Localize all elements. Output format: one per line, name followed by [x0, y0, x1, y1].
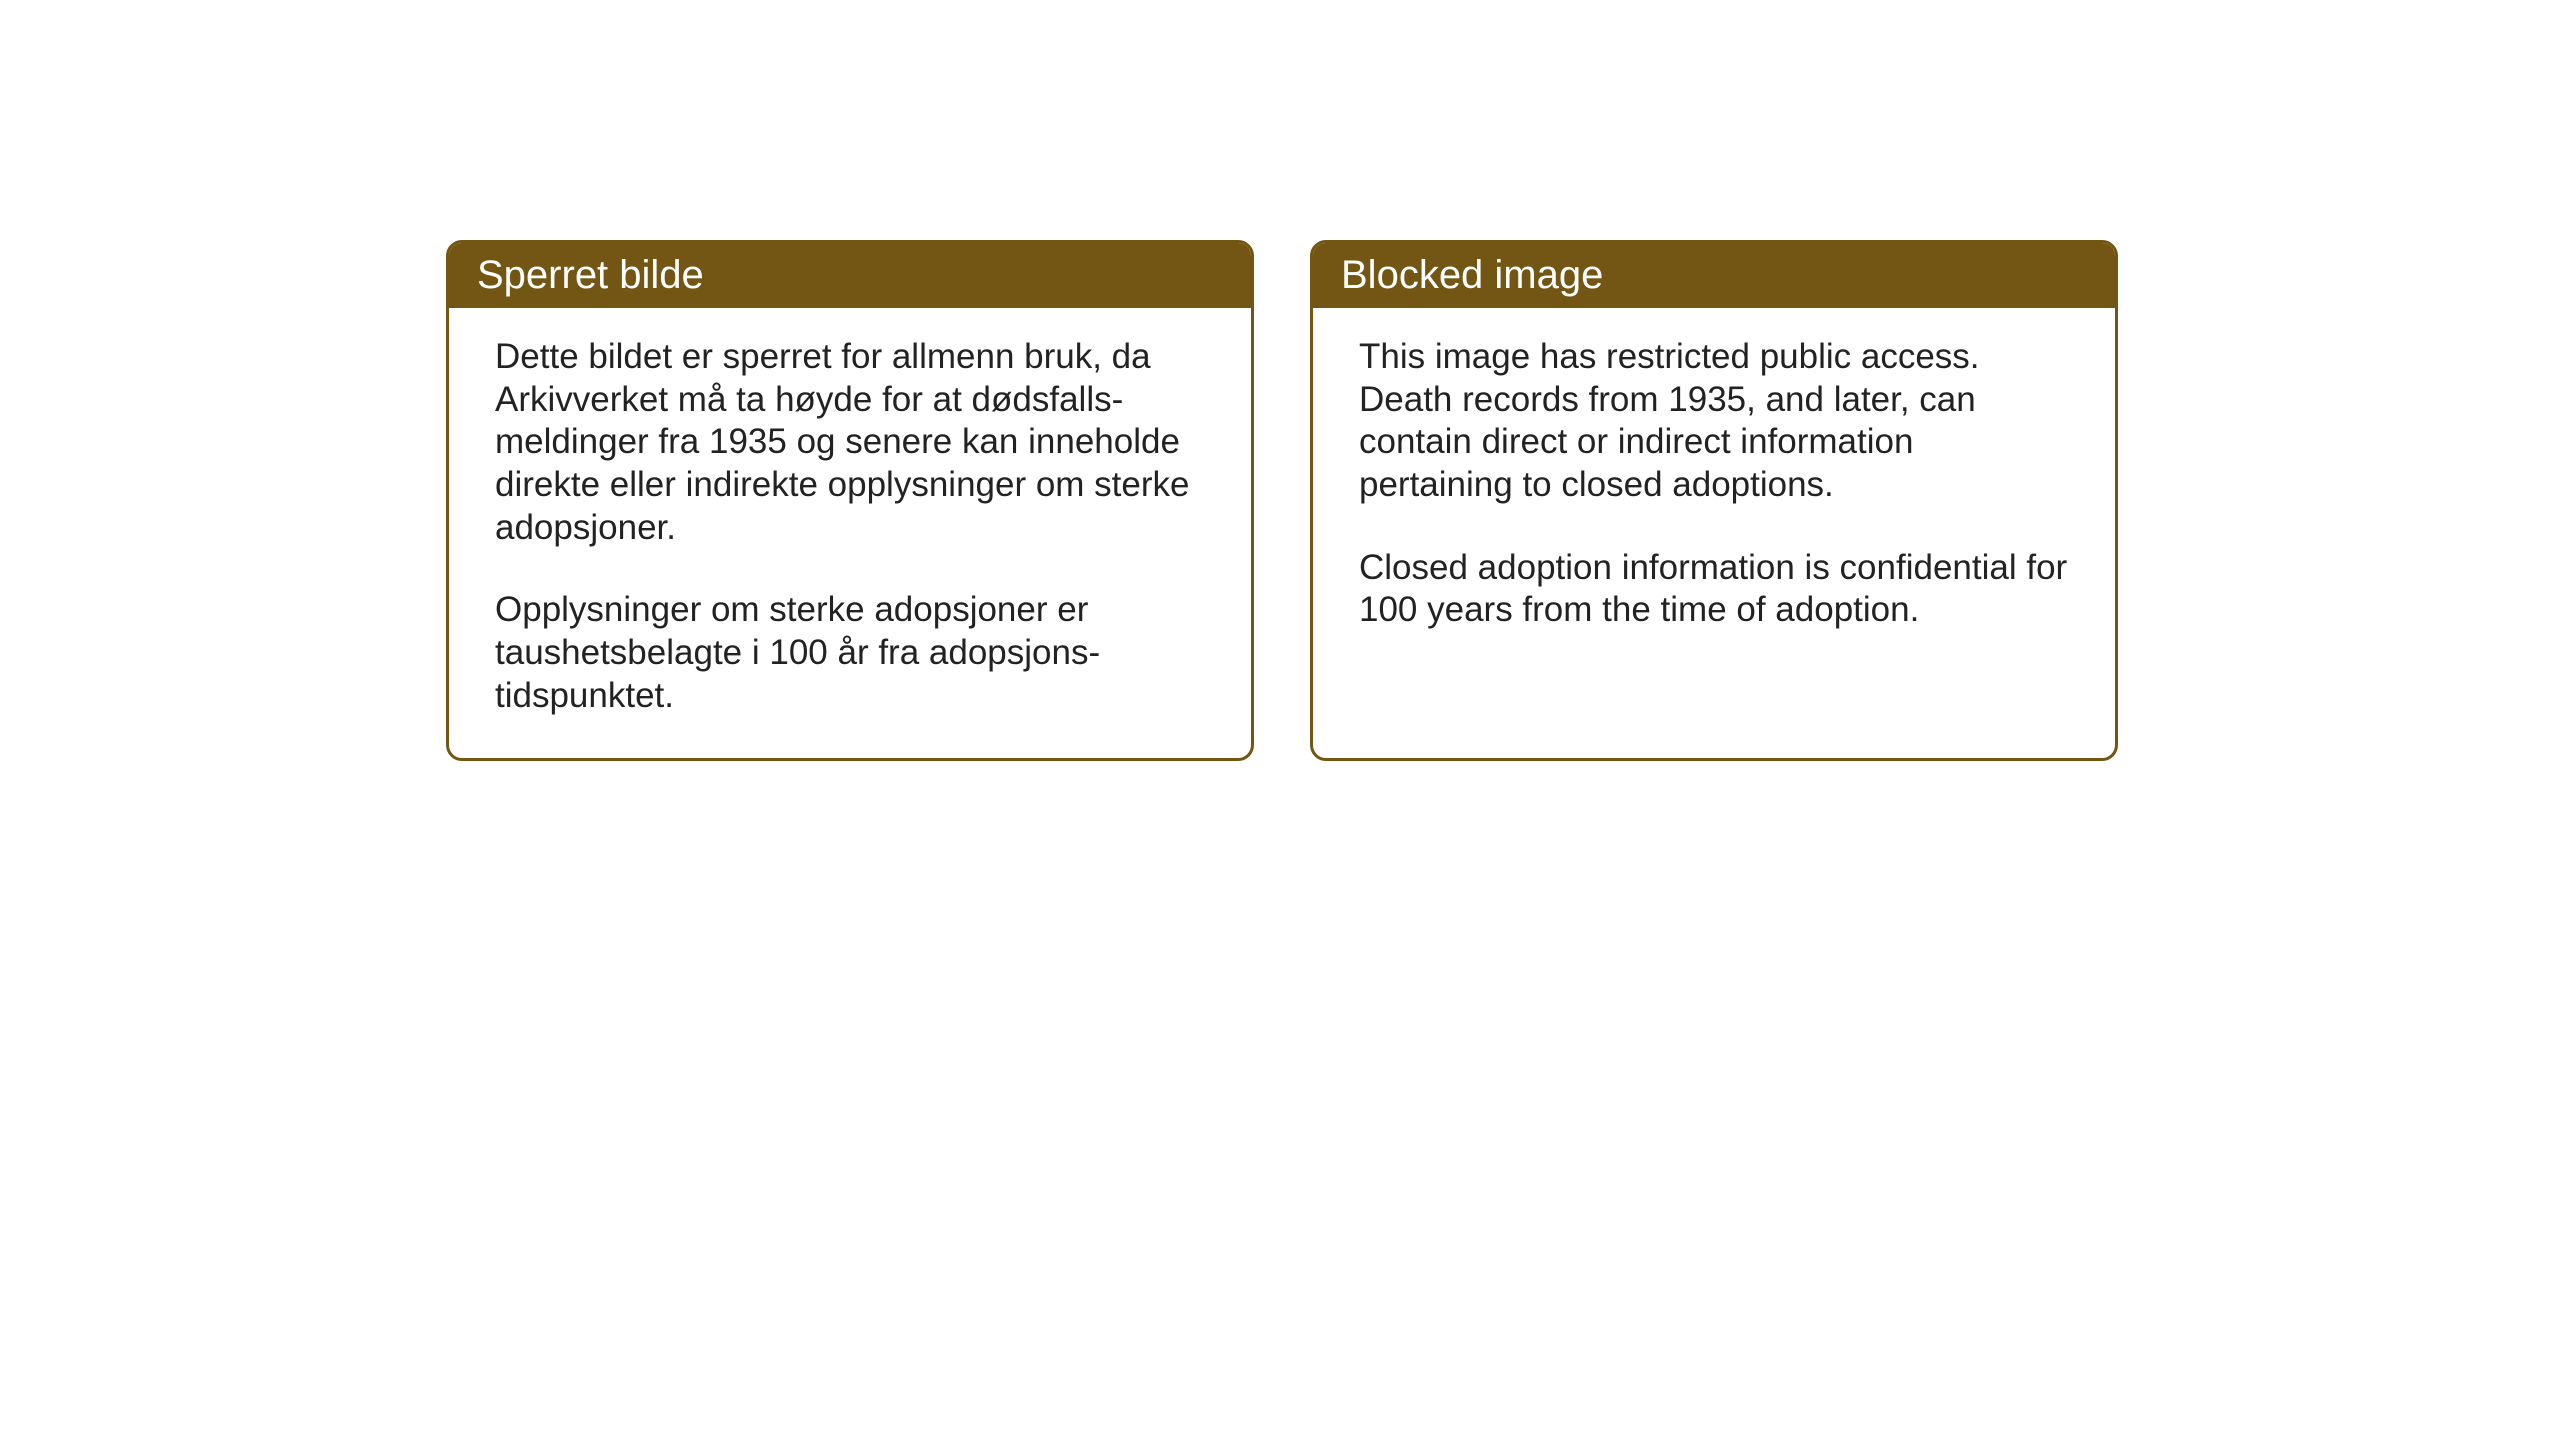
notice-header-english: Blocked image — [1313, 243, 2115, 308]
notice-container: Sperret bilde Dette bildet er sperret fo… — [446, 240, 2118, 761]
notice-paragraph-norwegian-2: Opplysninger om sterke adopsjoner er tau… — [495, 589, 1205, 717]
notice-title-norwegian: Sperret bilde — [477, 253, 704, 297]
notice-body-norwegian: Dette bildet er sperret for allmenn bruk… — [449, 308, 1251, 758]
notice-paragraph-english-2: Closed adoption information is confident… — [1359, 547, 2069, 632]
notice-card-norwegian: Sperret bilde Dette bildet er sperret fo… — [446, 240, 1254, 761]
notice-paragraph-norwegian-1: Dette bildet er sperret for allmenn bruk… — [495, 336, 1205, 549]
notice-card-english: Blocked image This image has restricted … — [1310, 240, 2118, 761]
notice-header-norwegian: Sperret bilde — [449, 243, 1251, 308]
notice-title-english: Blocked image — [1341, 253, 1603, 297]
notice-body-english: This image has restricted public access.… — [1313, 308, 2115, 728]
notice-paragraph-english-1: This image has restricted public access.… — [1359, 336, 2069, 507]
